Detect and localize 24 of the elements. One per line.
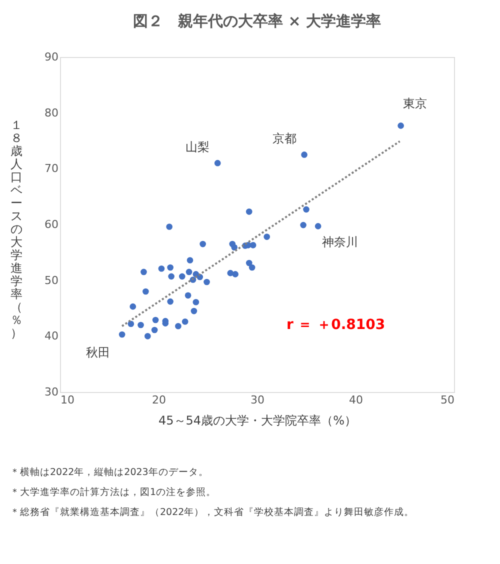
x-tick-label: 20 bbox=[152, 394, 166, 406]
text: １８歳人口ベースの大学進学率（％） bbox=[10, 118, 22, 340]
text: ＊大学進学率の計算方法は，図1の注を参照。 bbox=[10, 486, 216, 498]
y-tick-label: 70 bbox=[44, 162, 58, 176]
y-tick-label: 50 bbox=[44, 274, 58, 287]
x-axis-title: 45～54歳の大学・大学院卒率（%） bbox=[158, 414, 356, 428]
y-tick-label: 40 bbox=[44, 330, 58, 343]
y-tick-label: 80 bbox=[44, 106, 58, 120]
text: ＊総務省『就業構造基本調査』（2022年），文科省『学校基本調査』より舞田敏彦作成。 bbox=[10, 506, 414, 518]
chart-title: 図２ 親年代の大卒率 × 大学進学率 bbox=[132, 12, 382, 30]
x-tick-label: 40 bbox=[349, 394, 363, 406]
y-tick-label: 30 bbox=[44, 386, 58, 398]
annotation: 東京 bbox=[402, 96, 427, 111]
text: ＊横軸は2022年，縦軸は2023年のデータ。 bbox=[10, 466, 208, 478]
annotation: r ＝ ＋0.8103 bbox=[286, 317, 386, 333]
y-tick-label: 60 bbox=[44, 218, 58, 231]
annotation: 神奈川 bbox=[322, 235, 358, 250]
y-tick-label: 90 bbox=[44, 50, 58, 64]
annotation: 山梨 bbox=[186, 140, 210, 154]
annotation: 京都 bbox=[272, 132, 296, 146]
x-tick-label: 30 bbox=[250, 394, 264, 406]
x-tick-label: 10 bbox=[60, 394, 74, 406]
annotation: 秋田 bbox=[86, 345, 110, 360]
x-tick-label: 50 bbox=[440, 394, 454, 406]
